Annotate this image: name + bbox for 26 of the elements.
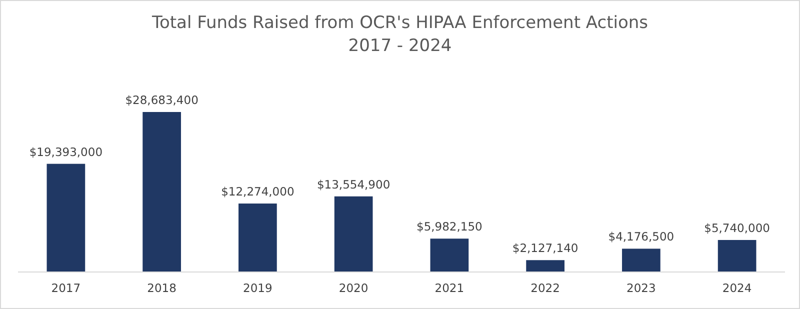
data-label: $28,683,400 [125, 93, 198, 107]
x-tick-label: 2018 [147, 281, 176, 296]
bar [430, 238, 469, 272]
chart-subtitle: 2017 - 2024 [348, 36, 452, 56]
x-tick-label: 2019 [243, 281, 272, 296]
bar [526, 260, 564, 272]
data-label: $5,982,150 [416, 220, 482, 234]
bar [334, 196, 373, 272]
bar [238, 204, 277, 272]
x-tick-label: 2020 [338, 281, 368, 296]
x-tick-label: 2023 [626, 281, 656, 296]
bar [622, 248, 660, 272]
data-label: $19,393,000 [29, 144, 103, 159]
bar [46, 164, 86, 272]
data-label: $4,176,500 [608, 230, 674, 244]
data-label: $2,127,140 [512, 241, 578, 256]
x-tick-label: 2021 [434, 281, 464, 296]
x-tick-label: 2017 [51, 281, 81, 296]
chart-title: Total Funds Raised from OCR's HIPAA Enforcement Actions [151, 13, 648, 33]
bar [718, 240, 756, 272]
bar [142, 112, 181, 272]
data-label: $5,740,000 [704, 220, 770, 235]
x-tick-label: 2022 [530, 281, 560, 296]
x-tick-label: 2024 [722, 281, 752, 296]
data-label: $12,274,000 [221, 184, 294, 199]
data-label: $13,554,900 [316, 177, 390, 192]
